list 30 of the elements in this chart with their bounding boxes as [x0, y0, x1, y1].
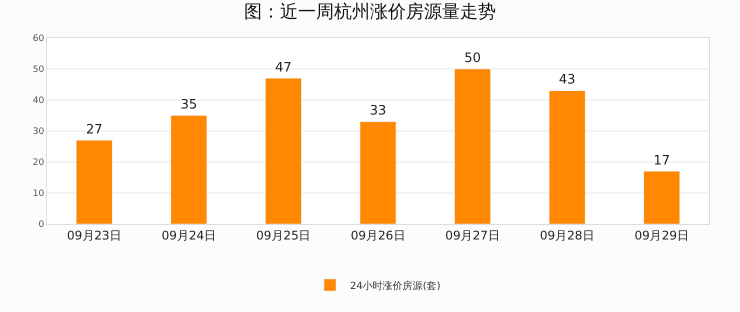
y-tick-label: 20 — [32, 158, 44, 168]
y-tick-label: 60 — [32, 34, 44, 44]
data-label: 50 — [464, 51, 481, 66]
x-tick-label: 09月26日 — [350, 228, 406, 242]
x-tick-label: 09月29日 — [634, 228, 689, 242]
y-tick-label: 30 — [32, 127, 44, 138]
x-tick-label: 09月27日 — [445, 228, 500, 242]
legend-label: 24小时涨价房源(套) — [350, 280, 441, 292]
bar — [76, 140, 112, 224]
y-tick-label: 10 — [32, 189, 44, 200]
bar — [360, 121, 396, 224]
bar — [454, 68, 491, 224]
data-label: 47 — [275, 60, 292, 76]
bar — [548, 90, 586, 224]
data-label: 35 — [180, 98, 198, 112]
x-tick-label: 09月23日 — [67, 228, 122, 242]
y-tick-label: 0 — [38, 220, 44, 230]
data-label: 43 — [558, 72, 576, 88]
data-label: 27 — [86, 122, 103, 138]
x-tick-label: 09月24日 — [162, 228, 216, 242]
chart-title: 图：近一周杭州涨价房源量走势 — [244, 1, 496, 22]
y-tick-label: 50 — [32, 65, 44, 76]
bar — [644, 171, 680, 224]
y-tick-label: 40 — [32, 96, 44, 106]
x-tick-label: 09月28日 — [540, 228, 594, 242]
x-tick-label: 09月25日 — [256, 228, 311, 242]
data-label: 17 — [653, 153, 670, 168]
bar — [265, 78, 302, 224]
bar — [170, 115, 208, 224]
data-label: 33 — [370, 104, 386, 119]
